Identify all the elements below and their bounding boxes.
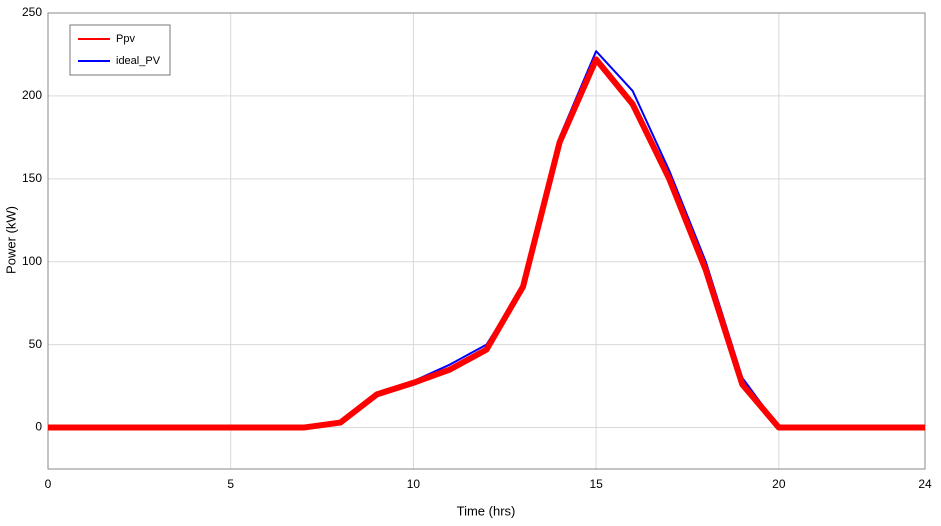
y-tick-label: 250: [22, 5, 42, 19]
y-tick-label: 100: [22, 254, 42, 268]
x-tick-label: 24: [918, 477, 932, 491]
y-tick-label: 200: [22, 88, 42, 102]
x-axis-label: Time (hrs): [457, 503, 516, 518]
y-tick-label: 0: [35, 420, 42, 434]
x-tick-label: 0: [45, 477, 52, 491]
x-tick-label: 20: [772, 477, 786, 491]
x-tick-label: 5: [227, 477, 234, 491]
y-axis-label: Power (kW): [3, 206, 18, 274]
plot-frame: [47, 12, 926, 470]
x-tick-label: 10: [407, 477, 421, 491]
x-tick-label: 15: [589, 477, 603, 491]
y-tick-label: 150: [22, 171, 42, 185]
legend-label: Ppv: [116, 33, 135, 45]
legend-box: [69, 24, 171, 76]
y-tick-label: 50: [29, 337, 43, 351]
legend-label: ideal_PV: [116, 55, 161, 67]
data-line: [48, 56, 925, 431]
